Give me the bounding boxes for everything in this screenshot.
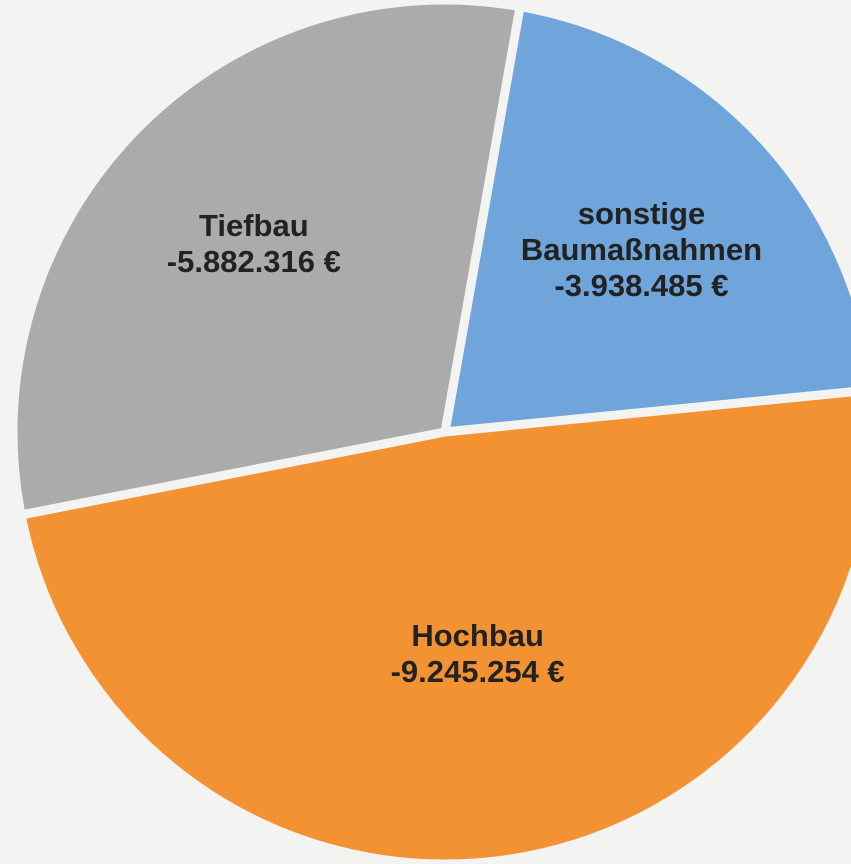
- slice-label: sonstige Baumaßnahmen -3.938.485 €: [491, 196, 791, 304]
- slice-name: Tiefbau: [199, 208, 309, 244]
- slice-value: -5.882.316 €: [166, 244, 341, 280]
- slice-label: Hochbau -9.245.254 €: [328, 618, 628, 690]
- slice-label: Tiefbau -5.882.316 €: [104, 208, 404, 280]
- slice-name: Hochbau: [411, 618, 544, 654]
- pie-slice: [16, 387, 851, 864]
- slice-value: -9.245.254 €: [390, 654, 565, 690]
- pie-slice: [440, 2, 851, 437]
- pie-slice: [8, 0, 525, 520]
- slice-value: -3.938.485 €: [554, 267, 729, 303]
- slice-name: sonstige Baumaßnahmen: [520, 195, 763, 267]
